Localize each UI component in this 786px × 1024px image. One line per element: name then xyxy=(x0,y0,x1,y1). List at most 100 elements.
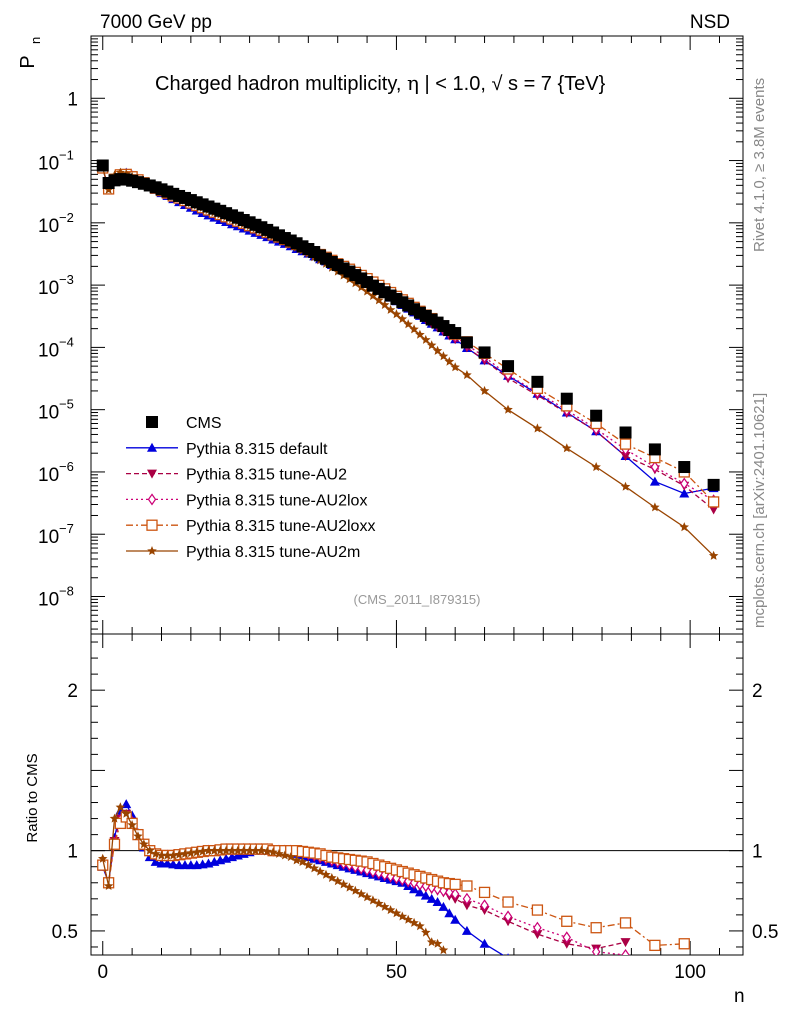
data-point xyxy=(620,938,631,948)
legend-entry: Pythia 8.315 default xyxy=(126,441,328,458)
data-point xyxy=(679,522,689,532)
y-tick-label: 10 xyxy=(38,216,59,237)
data-point xyxy=(461,925,472,935)
data-point xyxy=(562,443,572,453)
data-point xyxy=(197,846,208,856)
data-point xyxy=(708,550,719,560)
data-point xyxy=(168,850,178,860)
data-point xyxy=(707,496,720,508)
data-point xyxy=(103,881,114,890)
data-point xyxy=(168,859,179,869)
data-point xyxy=(332,876,343,886)
data-point xyxy=(707,478,720,491)
x-axis-label: n xyxy=(734,986,745,1007)
data-point xyxy=(114,817,127,830)
data-point xyxy=(621,948,630,955)
data-point xyxy=(432,897,443,907)
data-point xyxy=(432,938,443,948)
data-point xyxy=(379,300,390,309)
data-point xyxy=(426,937,437,947)
data-point xyxy=(479,938,490,948)
ratio-y-tick-label: 2 xyxy=(752,681,763,702)
series-line xyxy=(102,812,626,950)
data-point xyxy=(590,409,603,422)
data-point xyxy=(274,848,284,858)
data-point xyxy=(415,329,425,339)
data-point xyxy=(403,319,413,329)
data-point xyxy=(507,953,510,955)
legend-label: CMS xyxy=(186,415,222,432)
data-point xyxy=(374,295,384,305)
data-point xyxy=(462,370,472,380)
ratio-y-axis-label: Ratio to CMS xyxy=(24,753,41,842)
data-point xyxy=(591,945,601,955)
y-axis-label: P n xyxy=(17,37,43,69)
data-point xyxy=(450,887,460,901)
y-tick-label: 10 xyxy=(38,340,59,361)
data-point xyxy=(478,886,491,899)
data-point xyxy=(162,850,173,860)
y-tick-label: 1 xyxy=(67,89,78,110)
mcplots-label: mcplots.cern.ch [arXiv:2401.10621] xyxy=(751,393,768,628)
y-tick-label: 10 xyxy=(38,154,59,175)
data-point xyxy=(480,899,489,912)
data-point xyxy=(478,346,491,359)
data-point xyxy=(620,452,631,462)
data-point xyxy=(502,896,514,908)
data-point xyxy=(291,855,302,865)
y-tick-exponent: −5 xyxy=(59,397,74,412)
data-point xyxy=(650,460,660,474)
data-point xyxy=(115,802,126,812)
data-point xyxy=(619,438,632,450)
y-tick-exponent: −7 xyxy=(59,521,74,536)
data-point xyxy=(256,845,267,855)
y-tick-exponent: −6 xyxy=(59,459,74,474)
data-point xyxy=(162,858,173,868)
data-point xyxy=(414,887,425,897)
y-tick-exponent: −2 xyxy=(59,210,74,225)
data-point xyxy=(650,502,660,512)
x-tick-label: 100 xyxy=(674,962,706,983)
data-point xyxy=(98,853,108,863)
y-tick-exponent: −3 xyxy=(59,272,74,287)
data-point xyxy=(96,159,109,172)
data-point xyxy=(460,336,473,349)
data-point xyxy=(103,184,114,194)
y-tick-label: 10 xyxy=(38,465,59,486)
data-point xyxy=(150,848,161,858)
data-point xyxy=(109,813,120,823)
legend-marker xyxy=(147,546,157,555)
chart-title: Charged hadron multiplicity, η | < 1.0, … xyxy=(155,71,606,95)
series-line xyxy=(102,814,626,955)
data-point xyxy=(121,808,131,818)
ratio-y-tick-label: 1 xyxy=(752,842,763,863)
data-point xyxy=(562,931,572,944)
data-point xyxy=(233,845,243,855)
data-point xyxy=(139,839,149,849)
ratio-y-tick-label: 2 xyxy=(67,681,78,702)
legend-entry: Pythia 8.315 tune-AU2 xyxy=(126,467,347,484)
ratio-y-tick-label: 1 xyxy=(67,842,78,863)
main-panel-marks xyxy=(96,159,720,560)
data-point xyxy=(620,481,631,491)
svg-text:n: n xyxy=(28,37,43,44)
legend-label: Pythia 8.315 default xyxy=(186,441,328,458)
data-point xyxy=(502,360,515,373)
series-pythia-8-315-tune-au2 xyxy=(97,163,719,515)
data-point xyxy=(648,443,661,456)
data-point xyxy=(221,845,231,855)
energy-label: 7000 GeV pp xyxy=(100,12,212,33)
data-point xyxy=(678,938,690,950)
data-point xyxy=(180,848,190,858)
data-point xyxy=(708,505,719,515)
legend-marker xyxy=(146,519,158,531)
ratio-panel-marks xyxy=(97,799,690,955)
data-point xyxy=(461,880,473,892)
data-point xyxy=(356,889,366,899)
data-point xyxy=(444,356,455,366)
data-point xyxy=(590,922,602,934)
data-point xyxy=(385,304,396,314)
data-point xyxy=(533,921,542,934)
data-point xyxy=(268,847,278,857)
